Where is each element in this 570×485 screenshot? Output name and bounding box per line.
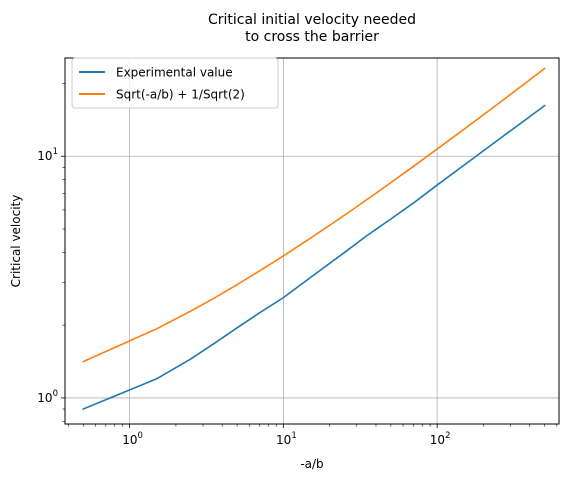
series-lines [82,67,546,411]
series-line-experimental [82,104,546,411]
x-tick-label: 100 [122,431,143,447]
major-ticks: 100 101 102 100 101 [37,147,450,447]
y-axis-label: Critical velocity [9,195,23,288]
y-tick-label: 101 [37,147,58,163]
y-tick-label: 100 [37,389,58,405]
x-tick-label: 102 [430,431,451,447]
legend-label-formula: Sqrt(-a/b) + 1/Sqrt(2) [116,88,245,102]
chart-title-line: Critical initial velocity needed [208,12,416,28]
x-axis-label: -a/b [300,457,323,471]
legend: Experimental value Sqrt(-a/b) + 1/Sqrt(2… [71,57,279,109]
legend-label-experimental: Experimental value [116,66,233,80]
grid-lines [65,58,559,424]
legend-box [71,57,279,109]
chart-title: Critical initial velocity needed to cross… [208,12,416,45]
minor-ticks [62,83,558,427]
chart-title-line: to cross the barrier [245,29,379,45]
plot-frame [64,57,560,425]
x-tick-label: 101 [276,431,297,447]
series-line-formula [82,67,546,363]
